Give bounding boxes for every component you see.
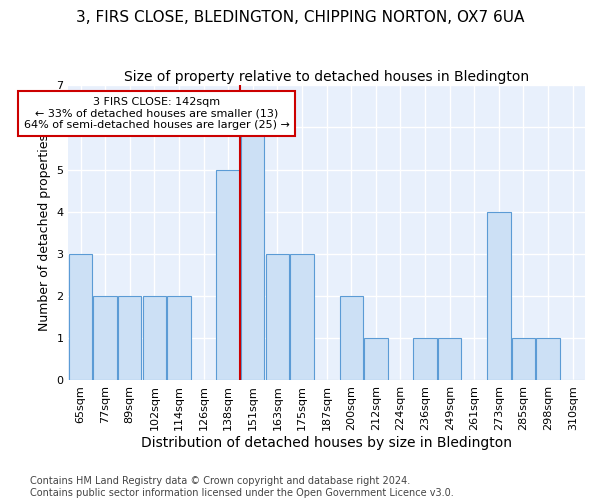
Bar [266, 254, 289, 380]
Bar [438, 338, 461, 380]
Bar [340, 296, 363, 380]
Bar [364, 338, 388, 380]
Text: 3, FIRS CLOSE, BLEDINGTON, CHIPPING NORTON, OX7 6UA: 3, FIRS CLOSE, BLEDINGTON, CHIPPING NORT… [76, 10, 524, 25]
Bar [167, 296, 191, 380]
Bar [241, 128, 265, 380]
Bar [290, 254, 314, 380]
Y-axis label: Number of detached properties: Number of detached properties [38, 134, 50, 332]
Bar [118, 296, 142, 380]
Text: 3 FIRS CLOSE: 142sqm
← 33% of detached houses are smaller (13)
64% of semi-detac: 3 FIRS CLOSE: 142sqm ← 33% of detached h… [24, 97, 290, 130]
Bar [487, 212, 511, 380]
Bar [536, 338, 560, 380]
X-axis label: Distribution of detached houses by size in Bledington: Distribution of detached houses by size … [141, 436, 512, 450]
Text: Contains HM Land Registry data © Crown copyright and database right 2024.
Contai: Contains HM Land Registry data © Crown c… [30, 476, 454, 498]
Bar [143, 296, 166, 380]
Title: Size of property relative to detached houses in Bledington: Size of property relative to detached ho… [124, 70, 529, 84]
Bar [217, 170, 240, 380]
Bar [512, 338, 535, 380]
Bar [69, 254, 92, 380]
Bar [413, 338, 437, 380]
Bar [94, 296, 117, 380]
